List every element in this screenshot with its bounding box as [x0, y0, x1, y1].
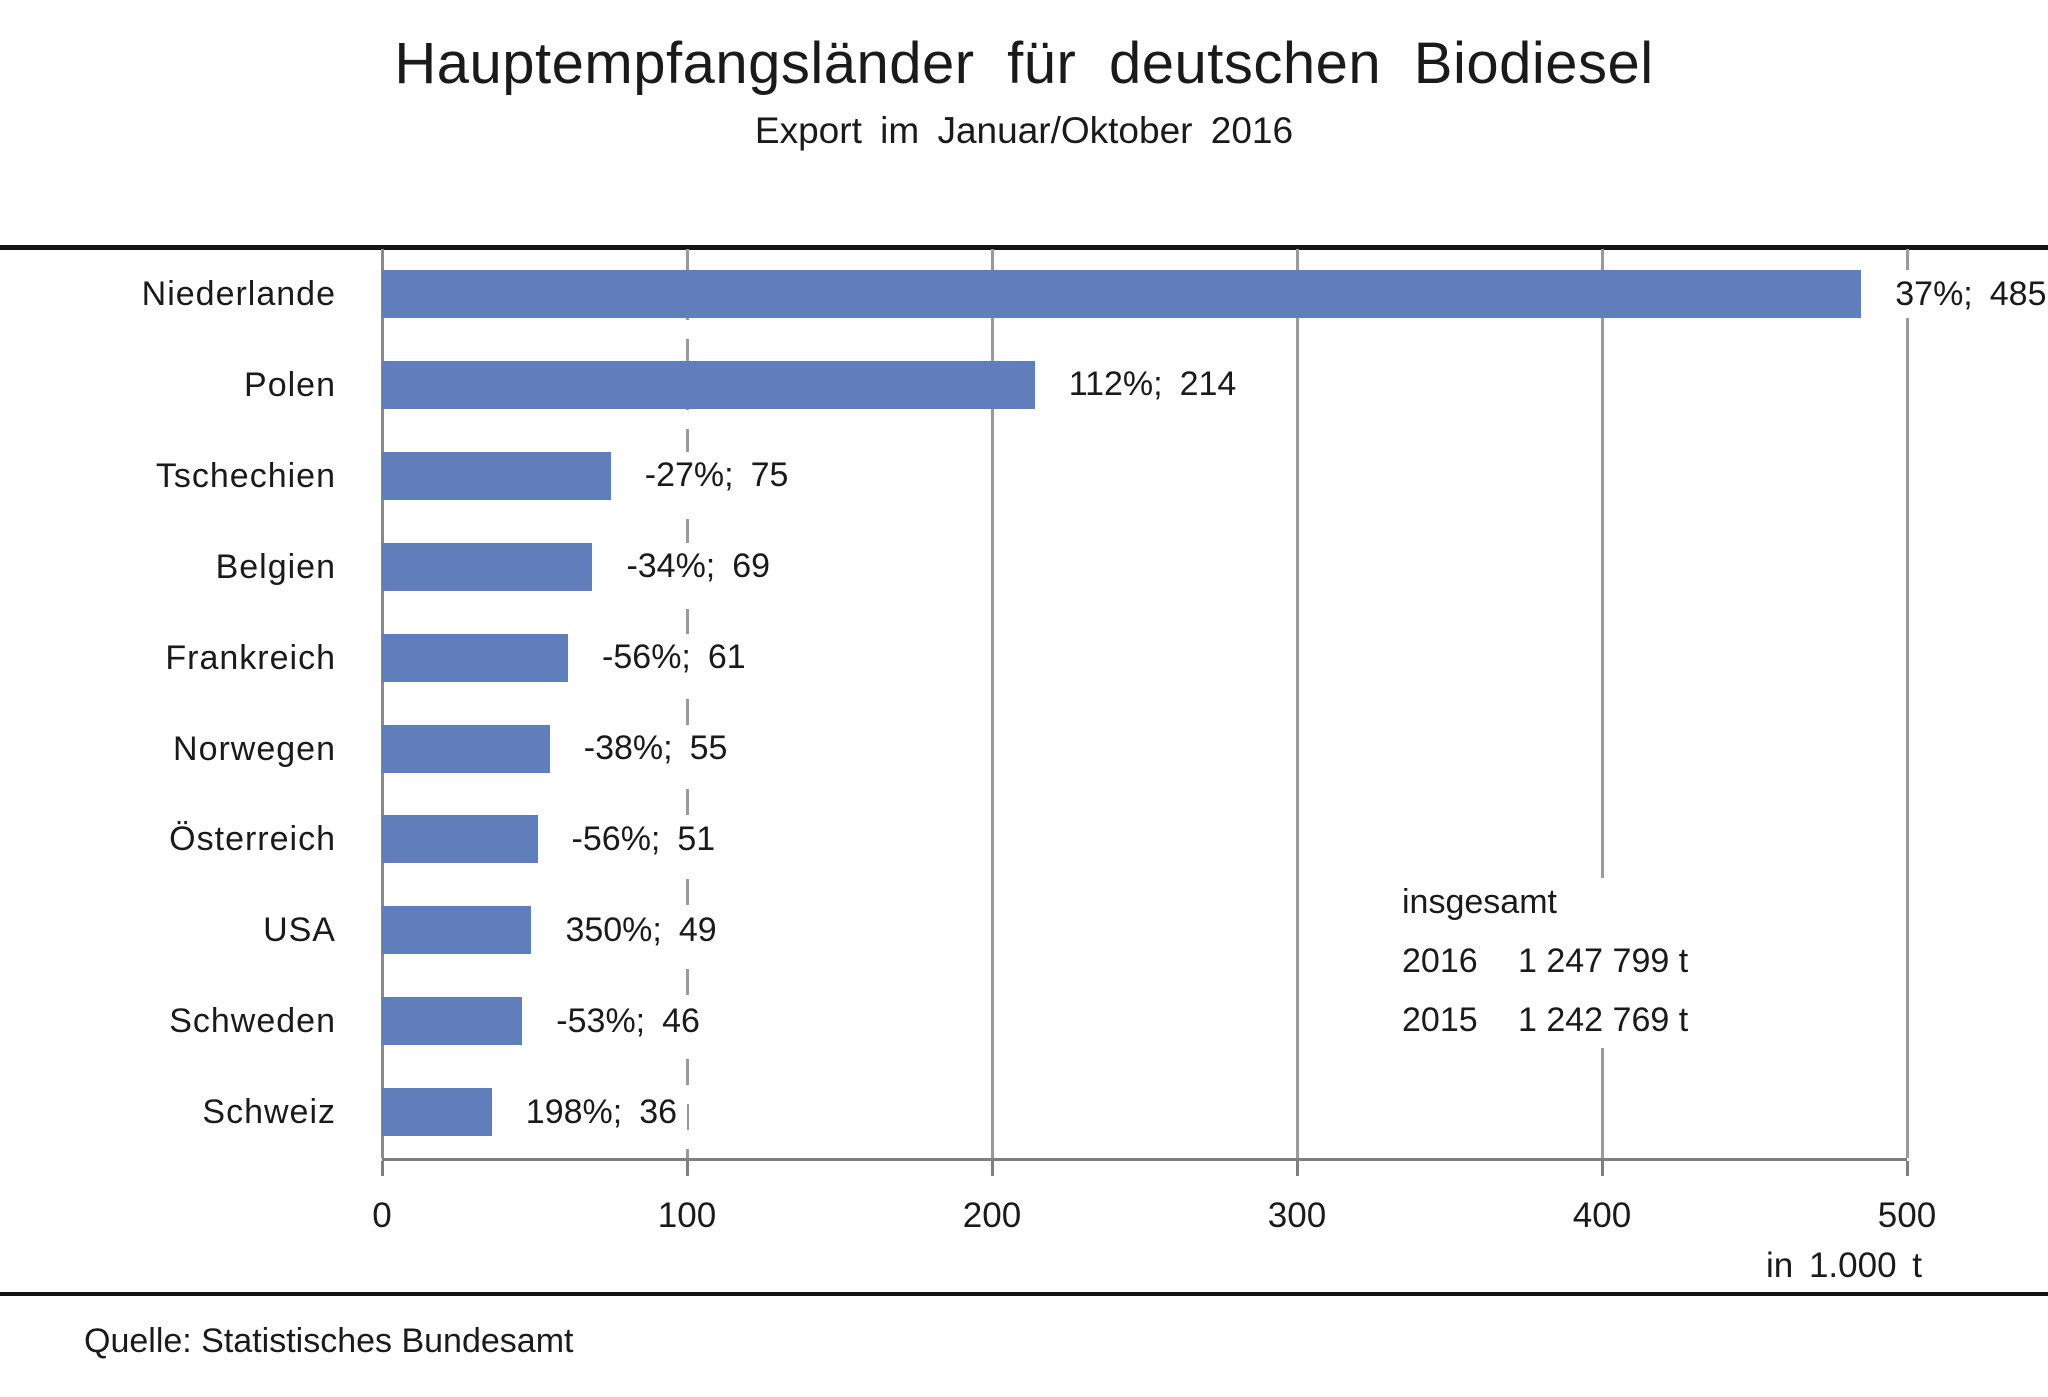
bar-label: -56%; 61 [592, 633, 756, 682]
bar [382, 906, 532, 955]
chart-subtitle: Export im Januar/Oktober 2016 [754, 110, 1294, 151]
bar-label-pct: 112%; [1068, 365, 1163, 404]
category-axis: Niederlande Polen Tschechien Belgien Frankre… [0, 249, 360, 1158]
bar-row: -56%; 61 [382, 613, 1907, 704]
bar [382, 633, 569, 682]
tick-label-0: 0 [372, 1196, 392, 1235]
category-label: Frankreich [165, 638, 336, 677]
bar-label-value: 36 [639, 1092, 678, 1131]
chart-title: Hauptempfangsländer für deutschen Biodie… [394, 31, 1654, 96]
bar-row: 198%; 36 [382, 1067, 1907, 1158]
value-axis-labels: 0 100 200 300 400 500 [372, 1196, 1936, 1240]
bar-label-value: 485 [1989, 274, 2047, 313]
bar-label-pct: 37%; [1895, 274, 1973, 313]
axis-tick-100 [686, 1161, 689, 1176]
axis-tick-500 [1906, 1161, 1909, 1176]
tick-label-300: 300 [1267, 1196, 1327, 1235]
category-label: USA [263, 911, 336, 950]
axis-tick-300 [1296, 1161, 1299, 1176]
tick-label-400: 400 [1572, 1196, 1632, 1235]
bar-row: -53%; 46 [382, 976, 1907, 1067]
tick-label-100: 100 [657, 1196, 717, 1235]
top-rule [0, 245, 2048, 250]
bar-label: -27%; 75 [634, 451, 799, 500]
bar-label-pct: 350%; [565, 910, 662, 949]
bar-label-pct: -27%; [644, 456, 734, 495]
bar-label-pct: -53%; [556, 1001, 646, 1040]
bar-label-value: 69 [732, 547, 771, 586]
tick-label-200: 200 [962, 1196, 1022, 1235]
bar-label: 37%; 485 [1885, 270, 2048, 318]
category-axis-line [381, 249, 384, 1158]
bar [382, 360, 1035, 409]
bar-label-value: 61 [707, 638, 746, 677]
bar [382, 451, 611, 500]
totals-rows: 2016 1 247 799 t 2015 1 242 769 t [1402, 939, 1688, 1042]
bar-label-pct: -56%; [571, 819, 661, 858]
plot-area: 37%; 485 112%; 214 -27%; 75 -34%; 69 -56%; 61 -38%… [381, 249, 2048, 1176]
bar [382, 815, 538, 864]
bar-label: 112%; 214 [1058, 360, 1247, 409]
totals-year: 2015 [1402, 1001, 1478, 1039]
source-note: Quelle: Statistisches Bundesamt [84, 1322, 574, 1360]
bar [382, 270, 1862, 318]
bar-row: 37%; 485 [382, 249, 2048, 340]
axis-tick-400 [1601, 1161, 1604, 1176]
category-label: Tschechien [155, 456, 336, 495]
bar-row: 112%; 214 [382, 340, 1907, 431]
bar-label: -34%; 69 [616, 542, 781, 591]
totals-row: 2015 1 242 769 t [1402, 998, 1688, 1042]
bar-label-value: 75 [750, 456, 789, 495]
gridline-400 [1601, 249, 1604, 1158]
category-label: Polen [244, 365, 336, 404]
bottom-rule [0, 1292, 2048, 1296]
bar [382, 997, 523, 1046]
bar-label-pct: -56%; [602, 638, 691, 677]
bar-label-value: 214 [1179, 365, 1237, 404]
bar [382, 542, 593, 591]
totals-heading: insgesamt [1402, 883, 1557, 921]
gridline-100 [686, 249, 689, 1158]
bar-row: -34%; 69 [382, 522, 1907, 613]
totals-row: 2016 1 247 799 t [1402, 939, 1688, 983]
category-label: Norwegen [173, 729, 336, 768]
category-label: Österreich [169, 820, 336, 859]
bar-label-value: 49 [678, 910, 717, 949]
totals-value: 1 242 769 t [1518, 1001, 1689, 1039]
totals-year: 2016 [1402, 942, 1478, 980]
bar-row: -27%; 75 [382, 431, 1907, 522]
gridline-500 [1906, 249, 1909, 1158]
bar-label-value: 46 [662, 1001, 700, 1040]
axis-tick-200 [991, 1161, 994, 1176]
bar-label: 350%; 49 [555, 906, 727, 955]
category-label: Belgien [215, 547, 336, 586]
totals-annotation: insgesamt 2016 1 247 799 t 2015 1 242 769 t [1398, 878, 1711, 1048]
bar-label: -38%; 55 [573, 724, 738, 773]
bar-row: -56%; 51 [382, 794, 1907, 885]
bar [382, 1088, 492, 1137]
totals-value: 1 247 799 t [1518, 942, 1689, 980]
bar-label-pct: -34%; [626, 547, 716, 586]
bar-label-value: 55 [689, 729, 728, 767]
bar-label-pct: -38%; [583, 729, 673, 767]
gridline-300 [1296, 249, 1299, 1158]
bar-label-pct: 198%; [525, 1092, 623, 1131]
gridline-200 [991, 249, 994, 1158]
axis-tick-0 [381, 1161, 384, 1176]
bar-label-value: 51 [677, 819, 716, 858]
category-label: Niederlande [141, 275, 336, 313]
bar-row: 350%; 49 [382, 885, 1907, 976]
category-label: Schweiz [202, 1093, 336, 1132]
axis-unit-label: in 1.000 t [1766, 1246, 1922, 1285]
bar-row: -38%; 55 [382, 704, 1907, 795]
tick-label-500: 500 [1877, 1196, 1937, 1235]
bar-label: -53%; 46 [546, 997, 710, 1046]
bar-label: -56%; 51 [561, 815, 726, 864]
bar-label: 198%; 36 [515, 1088, 688, 1137]
bar [382, 724, 550, 773]
category-label: Schweden [169, 1002, 336, 1041]
